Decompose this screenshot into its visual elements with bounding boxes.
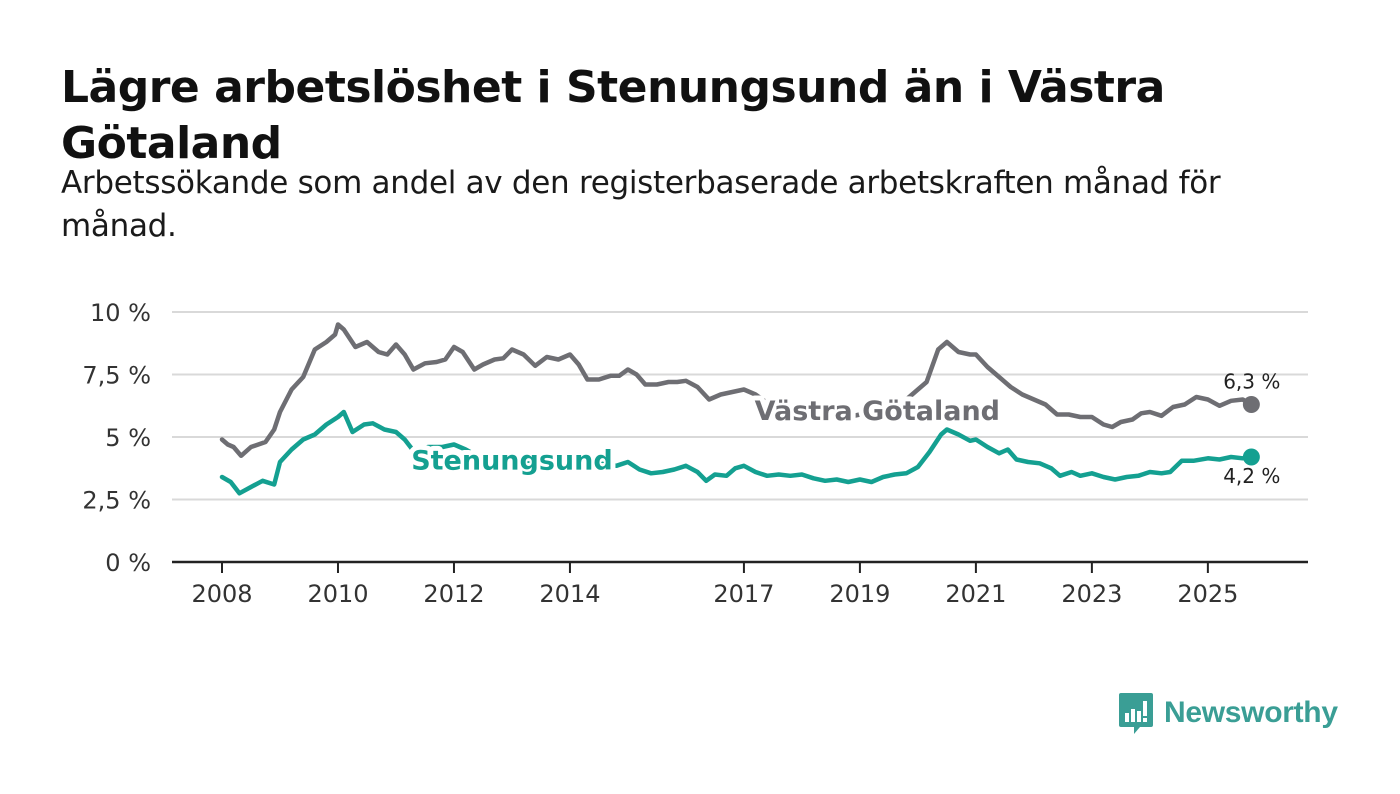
series-label-stenungsund: Stenungsund: [411, 446, 613, 477]
x-tick-label: 2008: [191, 580, 252, 608]
x-tick-label: 2025: [1177, 580, 1238, 608]
end-label-stenungsund: 4,2 %: [1223, 464, 1280, 488]
series-lines: [219, 322, 1260, 496]
series-line-v-stra-g-taland: [219, 322, 1254, 459]
x-tick-label: 2017: [713, 580, 774, 608]
series-line-stenungsund: [219, 409, 1254, 496]
newsworthy-logo-icon: [1119, 693, 1153, 734]
x-tick-label: 2019: [829, 580, 890, 608]
y-tick-label: 2,5 %: [82, 487, 151, 515]
x-tick-label: 2023: [1061, 580, 1122, 608]
x-tick-label: 2021: [945, 580, 1006, 608]
y-tick-label: 7,5 %: [82, 362, 151, 390]
chart-title: Lägre arbetslöshet i Stenungsund än i Vä…: [61, 62, 1165, 169]
series-label-halo: Västra Götaland: [755, 396, 1000, 427]
y-tick-label: 0 %: [105, 549, 151, 577]
end-label-v-stra-g-taland: 6,3 %: [1223, 370, 1280, 394]
brand-name: Newsworthy: [1164, 696, 1338, 729]
y-tick-label: 5 %: [105, 424, 151, 452]
y-tick-label: 10 %: [90, 299, 151, 327]
series-label-halo: Stenungsund: [411, 446, 613, 477]
y-axis: 0 % 2,5 % 5 % 7,5 % 10 %: [82, 299, 151, 577]
end-point-stenungsund: [1242, 448, 1260, 466]
x-axis: 2008 2010 2012 2014 2017 2019 2021 2023 2025: [172, 560, 1308, 608]
x-tick-label: 2014: [539, 580, 600, 608]
chart-subtitle: Arbetssökande som andel av den registerb…: [61, 165, 1221, 244]
x-tick-label: 2012: [423, 580, 484, 608]
grid-lines: [172, 311, 1308, 501]
x-tick-label: 2010: [307, 580, 368, 608]
brand-logo: Newsworthy: [1118, 690, 1338, 736]
end-point-v-stra-g-taland: [1242, 396, 1260, 413]
series-label-v-stra-g-taland: Västra Götaland: [755, 396, 1000, 427]
